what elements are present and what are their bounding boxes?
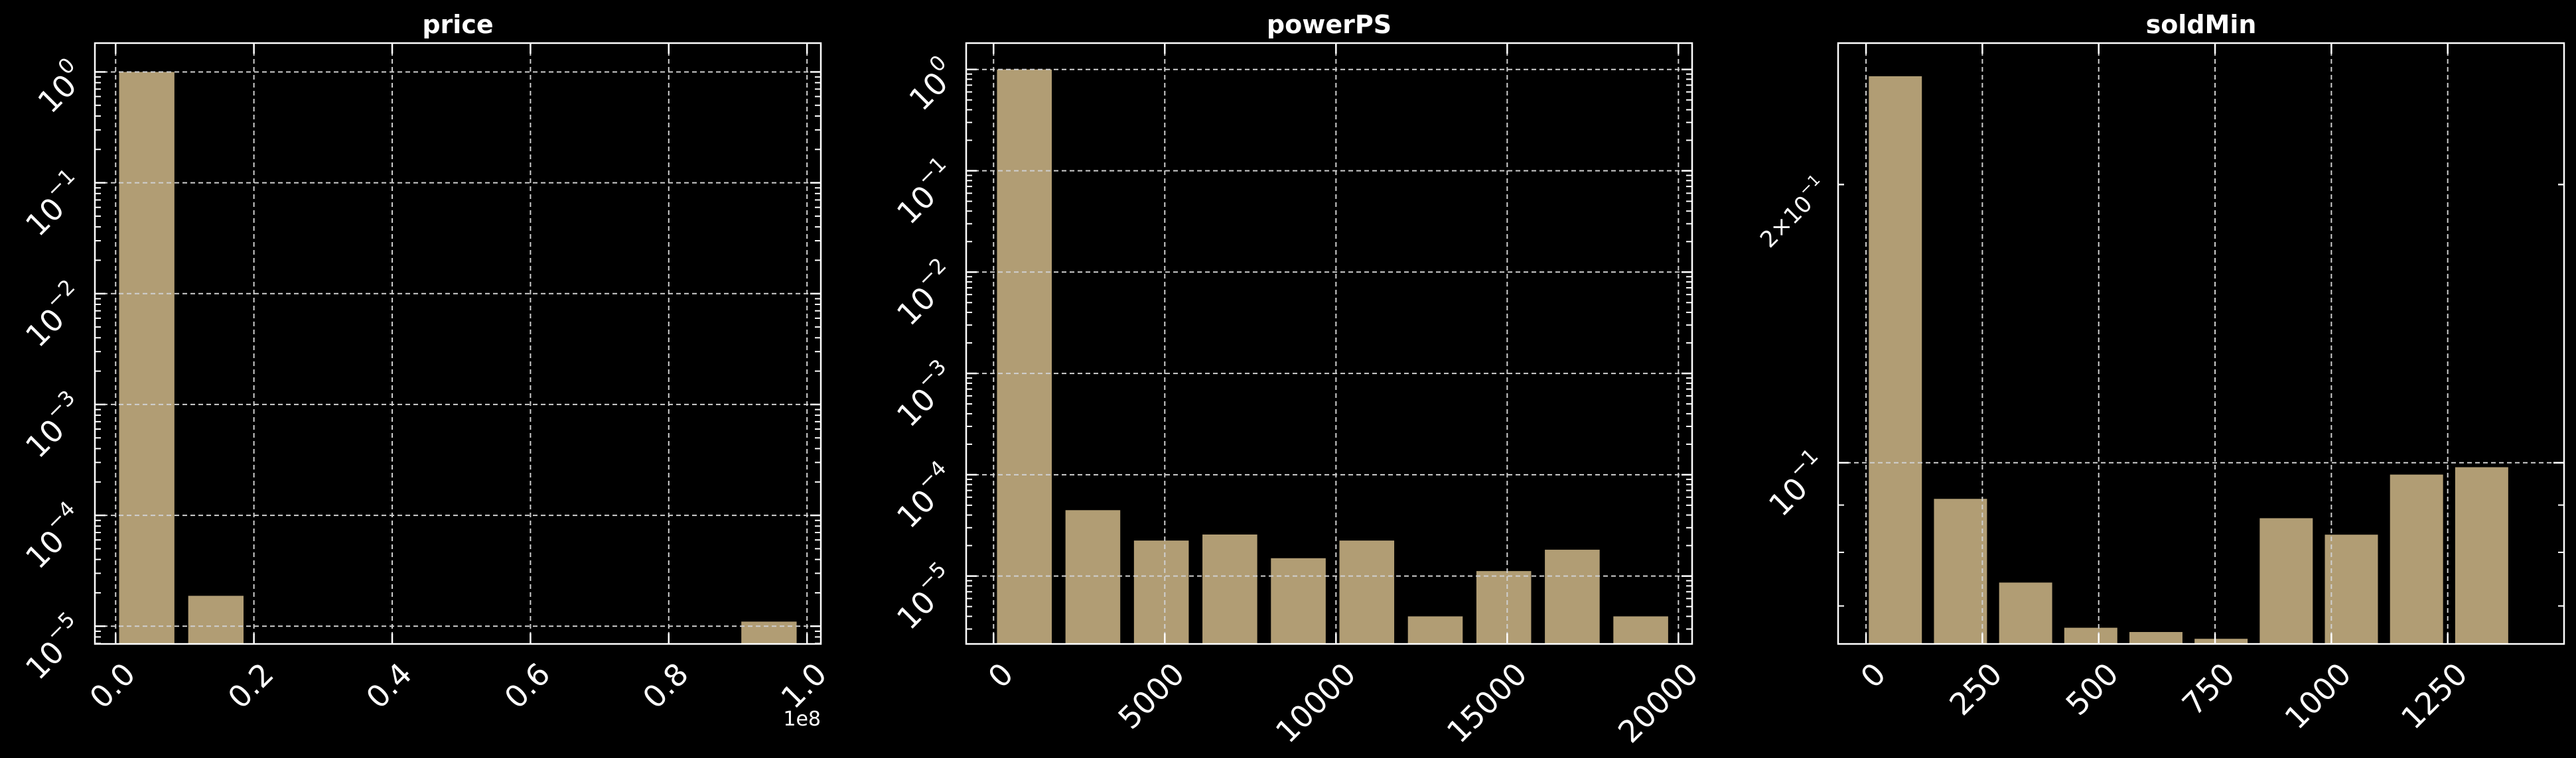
grid	[1838, 43, 2564, 644]
x-tick-label: 0.0	[82, 656, 142, 716]
bar-3	[2064, 627, 2117, 644]
chart-powerPS: powerPS 0 5000 10000 15000 20000 100 10−1 10−2 10…	[885, 10, 1705, 750]
bar-5	[2194, 639, 2248, 644]
x-tick-label: 0.8	[636, 656, 695, 716]
chart-soldMin: soldMin 0 250 500 750 1000 1250 10−1 2×10−1	[1752, 10, 2565, 736]
bar-2	[1133, 540, 1189, 644]
chart-title: powerPS	[1267, 10, 1392, 39]
bar-0	[1869, 76, 1922, 644]
y-tick-label: 10−4	[885, 456, 964, 535]
chart-title: price	[422, 10, 493, 39]
bar-6	[1407, 616, 1463, 644]
chart-price: price 0.0 0.2 0.4 0.6 0.8 1.0 100 10−1 10−2 10−3 10…	[14, 10, 833, 731]
grid	[966, 43, 1692, 644]
y-tick-label: 10−1	[885, 152, 964, 231]
bar-1	[1934, 499, 1987, 644]
x-tick-label: 10000	[1269, 656, 1363, 750]
bar-0	[119, 72, 175, 644]
bars	[997, 69, 1668, 644]
bar-9	[1613, 616, 1668, 644]
bar-4	[1271, 558, 1326, 644]
y-tick-label: 10−5	[885, 558, 964, 637]
x-tick-label: 0.2	[221, 656, 281, 716]
y-minor-ticks	[966, 73, 1692, 630]
x-tick-label: 15000	[1440, 656, 1534, 750]
bar-7	[1476, 571, 1532, 644]
grid	[95, 43, 821, 644]
bar-9	[2455, 467, 2508, 644]
y-tick-label: 10−1	[14, 164, 93, 243]
y-tick-label: 10−3	[14, 386, 93, 465]
y-tick-label: 2×10−1	[1752, 171, 1834, 253]
x-tick-label: 0.4	[359, 656, 419, 716]
y-tick-label: 10−2	[14, 275, 93, 354]
x-tick-label: 1.0	[774, 656, 833, 716]
bar-0	[997, 69, 1052, 644]
bar-2	[1999, 582, 2052, 644]
bar-1	[1065, 510, 1121, 644]
x-tick-label: 250	[1942, 656, 2009, 722]
bar-5	[1339, 540, 1395, 644]
y-tick-label: 10−4	[14, 497, 93, 576]
x-tick-label: 1000	[2277, 656, 2358, 736]
bar-6	[2259, 518, 2313, 644]
bar-4	[2129, 632, 2182, 644]
y-tick-label: 100	[897, 51, 964, 117]
x-tick-label: 0	[1853, 656, 1893, 695]
x-tick-label: 750	[2175, 656, 2242, 722]
chart-title: soldMin	[2146, 10, 2257, 39]
y-tick-label: 100	[26, 53, 92, 119]
y-tick-label: 10−5	[14, 607, 93, 686]
y-tick-label: 10−3	[885, 355, 964, 434]
bar-1	[188, 596, 244, 644]
y-tick-label: 10−2	[885, 253, 964, 332]
axes-frame	[94, 42, 822, 645]
bars	[119, 72, 797, 644]
bar-8	[1545, 549, 1600, 644]
bars	[1869, 76, 2508, 644]
x-tick-label: 20000	[1611, 656, 1705, 750]
bar-3	[1202, 535, 1257, 644]
bar-8	[2390, 474, 2443, 644]
x-tick-label: 500	[2059, 656, 2125, 722]
x-tick-label: 5000	[1111, 656, 1191, 736]
bar-2	[741, 621, 797, 644]
axes-frame	[1837, 42, 2565, 645]
x-tick-label: 1250	[2394, 656, 2474, 736]
x-tick-label: 0	[981, 656, 1021, 695]
x-tick-label: 0.6	[498, 656, 557, 716]
bar-7	[2325, 535, 2378, 644]
y-tick-label: 10−1	[1757, 444, 1836, 523]
y-minor-ticks	[95, 76, 821, 645]
x-scale-label: 1e8	[783, 708, 821, 731]
